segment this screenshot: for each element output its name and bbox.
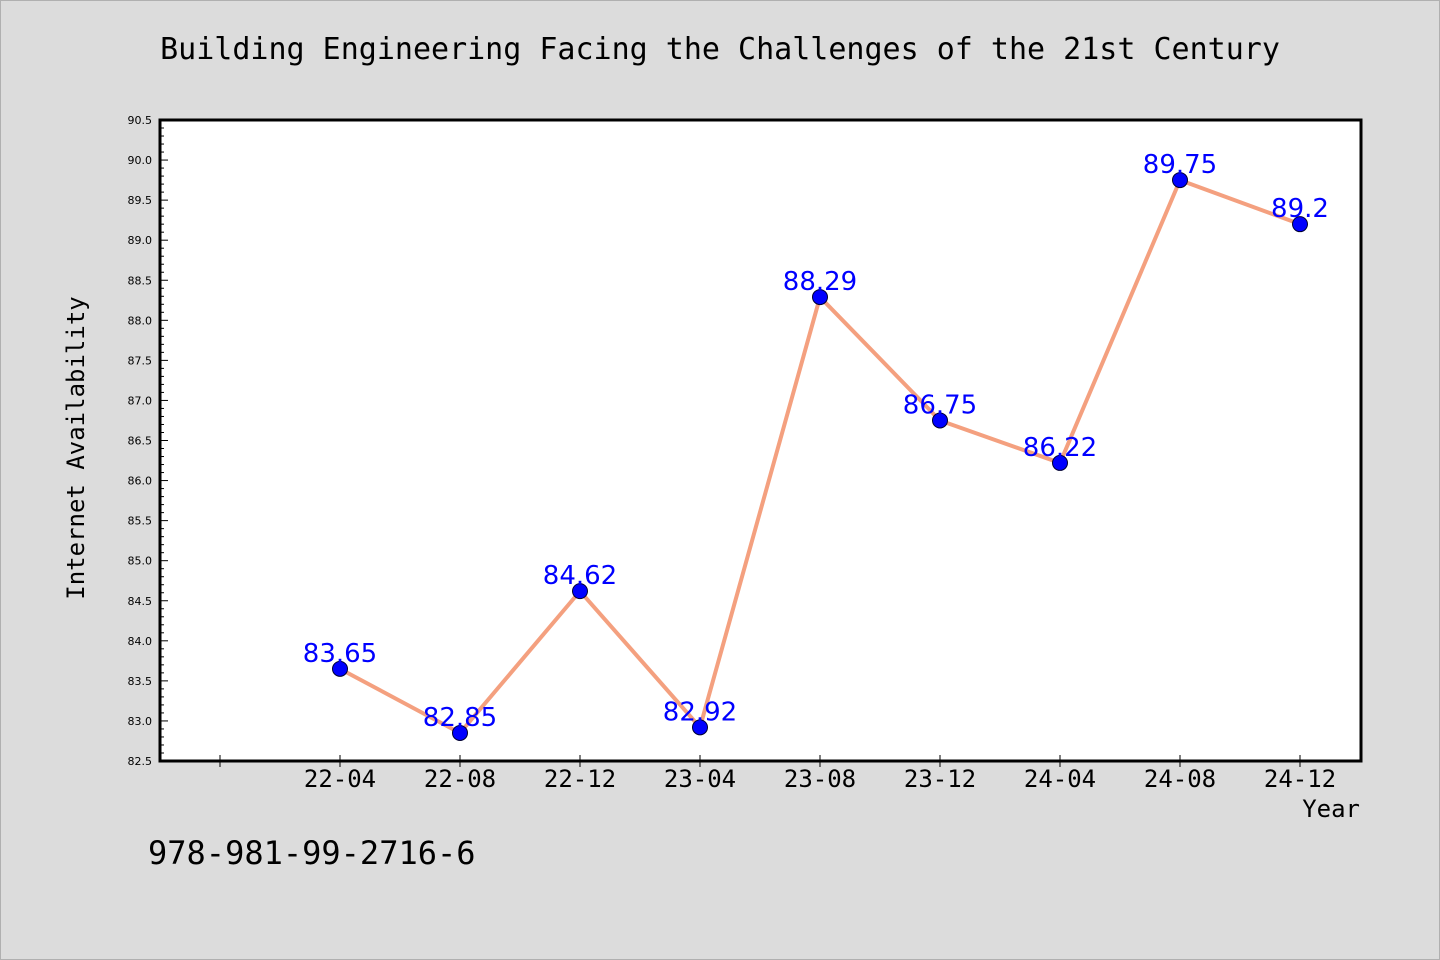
y-tick-label: 83.5 [128,675,153,688]
data-point [1292,216,1308,233]
x-tick-label: 24-12 [1264,765,1336,793]
y-tick-label: 88.0 [128,314,153,327]
y-tick-label: 82.5 [128,755,153,768]
x-tick-label: 24-04 [1024,765,1096,793]
data-label: 82.85 [423,703,497,733]
y-tick-label: 85.0 [128,555,153,568]
y-tick-label: 87.5 [128,354,153,367]
x-tick-label: 23-08 [784,765,856,793]
data-point [812,289,828,306]
data-label: 82.92 [663,697,737,727]
x-tick-label: 23-12 [904,765,976,793]
data-label: 83.65 [303,639,377,669]
y-tick-label: 84.5 [128,595,153,608]
data-point [452,724,468,741]
y-tick-label: 85.5 [128,515,153,528]
x-axis-label: Year [1302,795,1360,823]
y-tick-label: 87.0 [128,394,153,407]
data-label: 88.29 [783,267,857,297]
y-tick-label: 83.0 [128,715,153,728]
data-point [1052,454,1068,471]
data-label: 86.75 [903,390,977,420]
y-tick-label: 89.0 [128,234,153,247]
y-tick-label: 90.0 [128,154,153,167]
y-tick-label: 90.5 [128,114,153,127]
y-tick-label: 88.5 [128,274,153,287]
x-tick-label: 23-04 [664,765,736,793]
data-point [572,583,588,600]
y-tick-label: 86.0 [128,475,153,488]
y-tick-label: 84.0 [128,635,153,648]
data-label: 86.22 [1023,433,1097,463]
data-label: 84.62 [543,561,617,591]
data-label: 89.2 [1271,194,1329,224]
y-tick-label: 89.5 [128,194,153,207]
data-point [692,719,708,736]
chart-title: Building Engineering Facing the Challeng… [160,32,1280,67]
data-label: 89.75 [1143,150,1217,180]
x-tick-label: 22-12 [544,765,616,793]
footer-isbn: 978-981-99-2716-6 [148,834,476,872]
x-tick-label: 24-08 [1144,765,1216,793]
data-point [932,412,948,429]
x-tick-label: 22-08 [424,765,496,793]
data-point [1172,172,1188,189]
data-point [332,660,348,677]
y-tick-label: 86.5 [128,435,153,448]
x-tick-label: 22-04 [304,765,376,793]
